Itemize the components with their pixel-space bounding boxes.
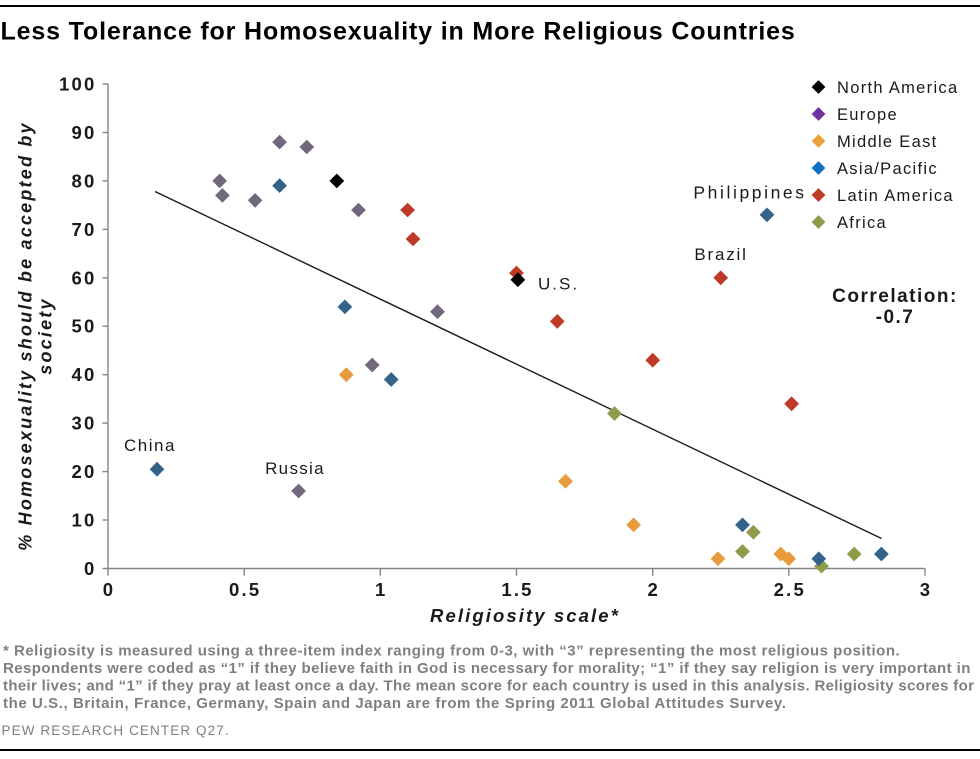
- svg-text:Africa: Africa: [837, 214, 887, 232]
- svg-text:10: 10: [72, 510, 97, 531]
- svg-text:Asia/Pacific: Asia/Pacific: [837, 160, 938, 178]
- svg-text:70: 70: [72, 219, 97, 240]
- svg-text:Philippines: Philippines: [693, 183, 806, 203]
- svg-text:60: 60: [72, 267, 97, 288]
- svg-text:50: 50: [72, 316, 97, 337]
- svg-text:PEW RESEARCH CENTER Q27.: PEW RESEARCH CENTER Q27.: [2, 723, 230, 738]
- svg-text:the U.S., Britain, France, Ger: the U.S., Britain, France, Germany, Spai…: [3, 695, 787, 712]
- svg-text:-0.7: -0.7: [876, 307, 915, 328]
- svg-text:90: 90: [72, 122, 97, 143]
- svg-text:Brazil: Brazil: [694, 245, 747, 264]
- svg-text:30: 30: [72, 413, 97, 434]
- svg-text:20: 20: [72, 461, 97, 482]
- svg-text:Russia: Russia: [265, 459, 325, 478]
- svg-text:0.5: 0.5: [229, 579, 261, 600]
- svg-text:2.5: 2.5: [774, 579, 806, 600]
- svg-text:Less Tolerance for Homosexuali: Less Tolerance for Homosexuality in More…: [1, 18, 796, 46]
- svg-text:Correlation:: Correlation:: [832, 286, 958, 307]
- svg-text:Latin America: Latin America: [837, 187, 954, 205]
- svg-text:their lives; and “1” if they p: their lives; and “1” if they pray at lea…: [3, 678, 974, 695]
- svg-text:1.5: 1.5: [501, 579, 533, 600]
- svg-text:100: 100: [59, 74, 96, 95]
- svg-text:0: 0: [103, 579, 116, 600]
- svg-text:China: China: [124, 436, 176, 455]
- svg-text:3: 3: [920, 579, 933, 600]
- svg-text:2: 2: [647, 579, 660, 600]
- svg-text:U.S.: U.S.: [538, 275, 579, 294]
- svg-text:North America: North America: [837, 79, 958, 97]
- svg-text:Europe: Europe: [837, 106, 898, 124]
- svg-text:% Homosexuality should be acce: % Homosexuality should be accepted by: [16, 121, 36, 551]
- svg-text:Respondents were coded as “1”: Respondents were coded as “1” if they be…: [3, 660, 971, 677]
- svg-text:0: 0: [84, 558, 97, 579]
- svg-text:Middle East: Middle East: [837, 133, 938, 151]
- svg-text:80: 80: [72, 170, 97, 191]
- svg-text:40: 40: [72, 364, 97, 385]
- svg-text:society: society: [36, 297, 56, 374]
- svg-text:Religiosity scale*: Religiosity scale*: [430, 605, 620, 626]
- svg-text:* Religiosity is measured usin: * Religiosity is measured using a three-…: [3, 643, 900, 660]
- svg-text:1: 1: [375, 579, 388, 600]
